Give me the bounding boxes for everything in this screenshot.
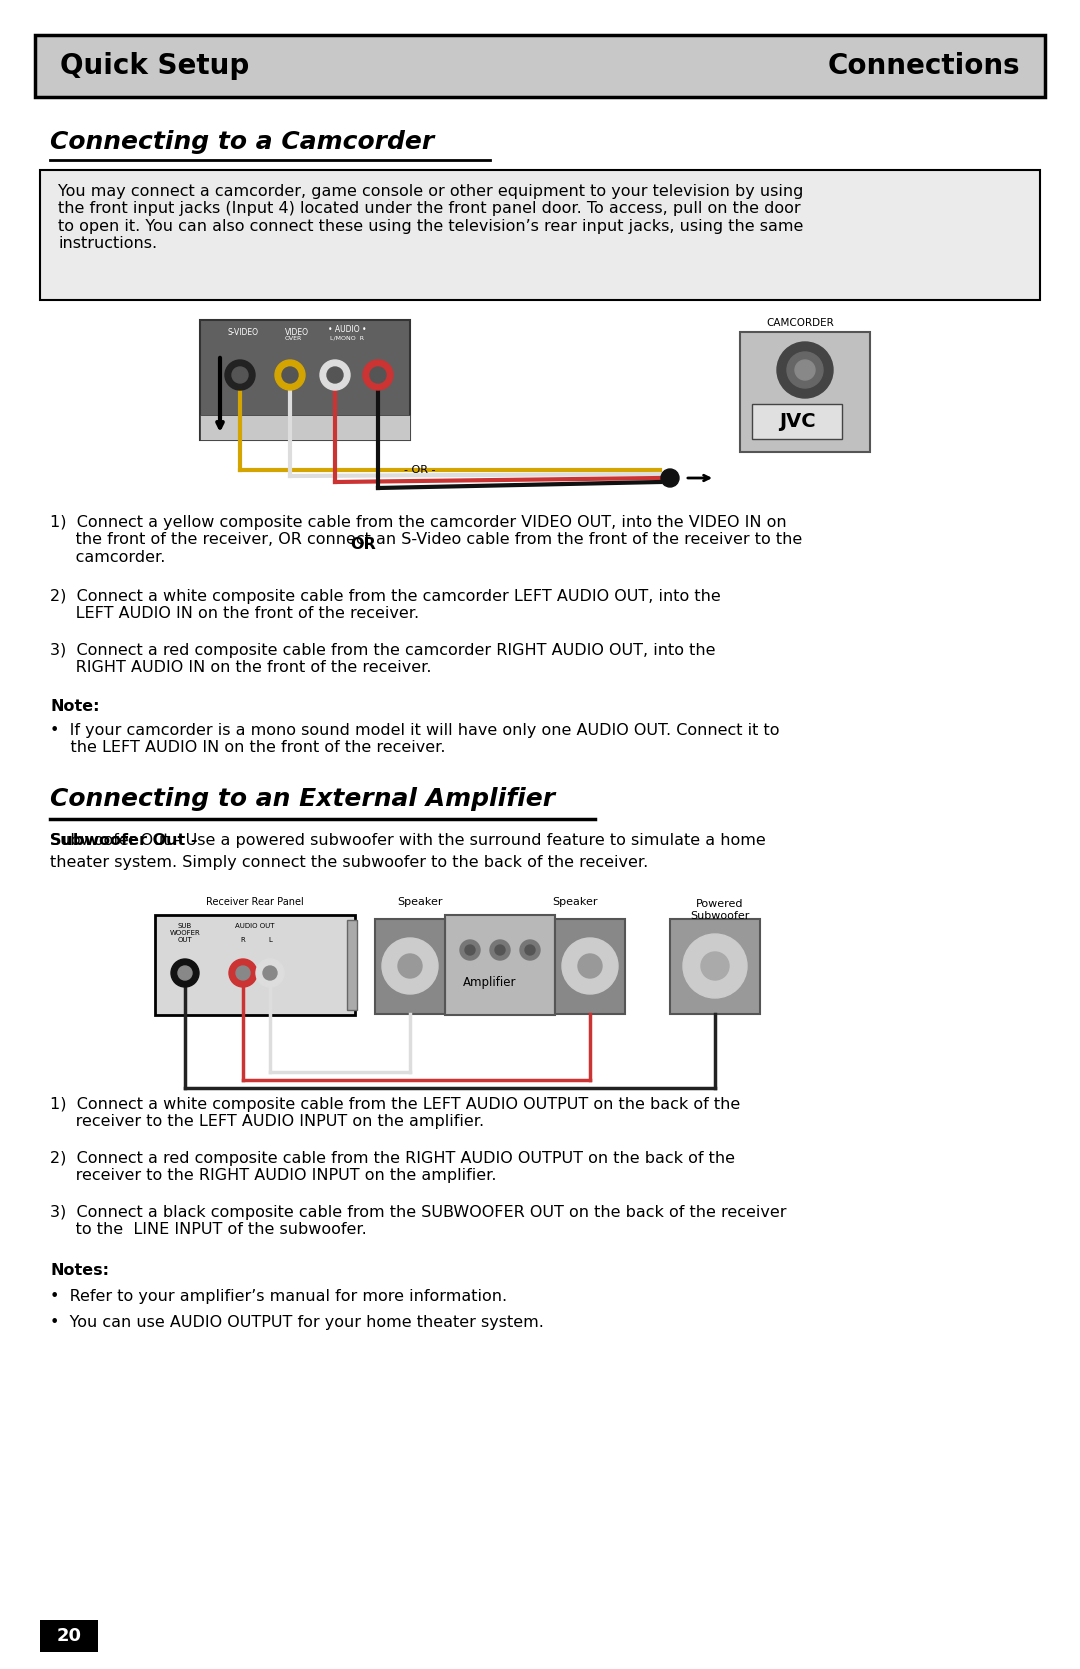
Circle shape — [232, 367, 248, 382]
Circle shape — [519, 940, 540, 960]
Circle shape — [225, 361, 255, 391]
Text: •  You can use AUDIO OUTPUT for your home theater system.: • You can use AUDIO OUTPUT for your home… — [50, 1315, 544, 1330]
Circle shape — [320, 361, 350, 391]
Circle shape — [578, 955, 602, 978]
Text: •  Refer to your amplifier’s manual for more information.: • Refer to your amplifier’s manual for m… — [50, 1288, 508, 1303]
Text: - OR -: - OR - — [404, 466, 435, 476]
Bar — [40, 1621, 98, 1652]
Circle shape — [382, 938, 438, 995]
Text: Speaker: Speaker — [397, 896, 443, 906]
Bar — [670, 920, 760, 1015]
Circle shape — [178, 966, 192, 980]
Circle shape — [282, 367, 298, 382]
Text: Speaker: Speaker — [552, 896, 597, 906]
Text: Connecting to an External Amplifier: Connecting to an External Amplifier — [50, 788, 555, 811]
Circle shape — [237, 966, 249, 980]
Text: JVC: JVC — [779, 412, 815, 431]
Circle shape — [171, 960, 199, 986]
Text: L/MONO  R: L/MONO R — [330, 335, 364, 340]
Text: Subwoofer Out -: Subwoofer Out - — [50, 833, 203, 848]
Circle shape — [525, 945, 535, 955]
Text: theater system. Simply connect the subwoofer to the back of the receiver.: theater system. Simply connect the subwo… — [50, 855, 648, 870]
Text: 20: 20 — [56, 1627, 81, 1646]
Bar — [200, 320, 410, 441]
Bar — [347, 920, 357, 1010]
Bar — [445, 915, 555, 1015]
Circle shape — [460, 940, 480, 960]
Text: Connections: Connections — [827, 52, 1020, 80]
Text: 1)  Connect a yellow composite cable from the camcorder VIDEO OUT, into the VIDE: 1) Connect a yellow composite cable from… — [50, 516, 802, 564]
Text: Amplifier: Amplifier — [463, 975, 516, 988]
Circle shape — [701, 951, 729, 980]
Text: S-VIDEO: S-VIDEO — [228, 329, 259, 337]
Text: OR: OR — [350, 537, 376, 552]
Text: You may connect a camcorder, game console or other equipment to your television : You may connect a camcorder, game consol… — [58, 184, 804, 252]
Text: 2)  Connect a white composite cable from the camcorder LEFT AUDIO OUT, into the
: 2) Connect a white composite cable from … — [50, 589, 720, 621]
Text: 3)  Connect a black composite cable from the SUBWOOFER OUT on the back of the re: 3) Connect a black composite cable from … — [50, 1205, 786, 1237]
Text: SUB
WOOFER
OUT: SUB WOOFER OUT — [170, 923, 201, 943]
Text: L: L — [268, 936, 272, 943]
Text: OVER: OVER — [285, 335, 302, 340]
Text: • AUDIO •: • AUDIO • — [328, 325, 366, 334]
Circle shape — [370, 367, 386, 382]
Circle shape — [264, 966, 276, 980]
Bar — [40, 170, 1040, 300]
Circle shape — [399, 955, 422, 978]
Text: Receiver Rear Panel: Receiver Rear Panel — [206, 896, 303, 906]
Text: Powered
Subwoofer: Powered Subwoofer — [690, 900, 750, 921]
Text: 3)  Connect a red composite cable from the camcorder RIGHT AUDIO OUT, into the
 : 3) Connect a red composite cable from th… — [50, 643, 715, 676]
Bar — [555, 920, 625, 1015]
Circle shape — [275, 361, 305, 391]
Bar — [740, 332, 870, 452]
Circle shape — [363, 361, 393, 391]
Text: Note:: Note: — [50, 699, 99, 714]
Text: R: R — [241, 936, 245, 943]
Bar — [752, 404, 842, 439]
Bar — [200, 416, 410, 441]
Circle shape — [795, 361, 815, 381]
Circle shape — [495, 945, 505, 955]
Circle shape — [562, 938, 618, 995]
Text: 1)  Connect a white composite cable from the LEFT AUDIO OUTPUT on the back of th: 1) Connect a white composite cable from … — [50, 1097, 740, 1130]
Text: Notes:: Notes: — [50, 1263, 109, 1278]
Text: Connecting to a Camcorder: Connecting to a Camcorder — [50, 130, 434, 154]
Bar — [156, 915, 355, 1015]
Text: •  If your camcorder is a mono sound model it will have only one AUDIO OUT. Conn: • If your camcorder is a mono sound mode… — [50, 723, 780, 756]
Circle shape — [490, 940, 510, 960]
Circle shape — [465, 945, 475, 955]
Circle shape — [777, 342, 833, 397]
Text: VIDEO: VIDEO — [285, 329, 309, 337]
Circle shape — [661, 469, 679, 487]
Circle shape — [683, 935, 747, 998]
Circle shape — [256, 960, 284, 986]
Text: Subwoofer Out - Use a powered subwoofer with the surround feature to simulate a : Subwoofer Out - Use a powered subwoofer … — [50, 833, 766, 848]
Text: Quick Setup: Quick Setup — [60, 52, 249, 80]
Text: AUDIO OUT: AUDIO OUT — [235, 923, 274, 930]
Text: 2)  Connect a red composite cable from the RIGHT AUDIO OUTPUT on the back of the: 2) Connect a red composite cable from th… — [50, 1152, 735, 1183]
Circle shape — [327, 367, 343, 382]
Bar — [35, 35, 1045, 97]
Bar — [375, 920, 445, 1015]
Circle shape — [787, 352, 823, 387]
Text: CAMCORDER: CAMCORDER — [766, 319, 834, 329]
Circle shape — [229, 960, 257, 986]
